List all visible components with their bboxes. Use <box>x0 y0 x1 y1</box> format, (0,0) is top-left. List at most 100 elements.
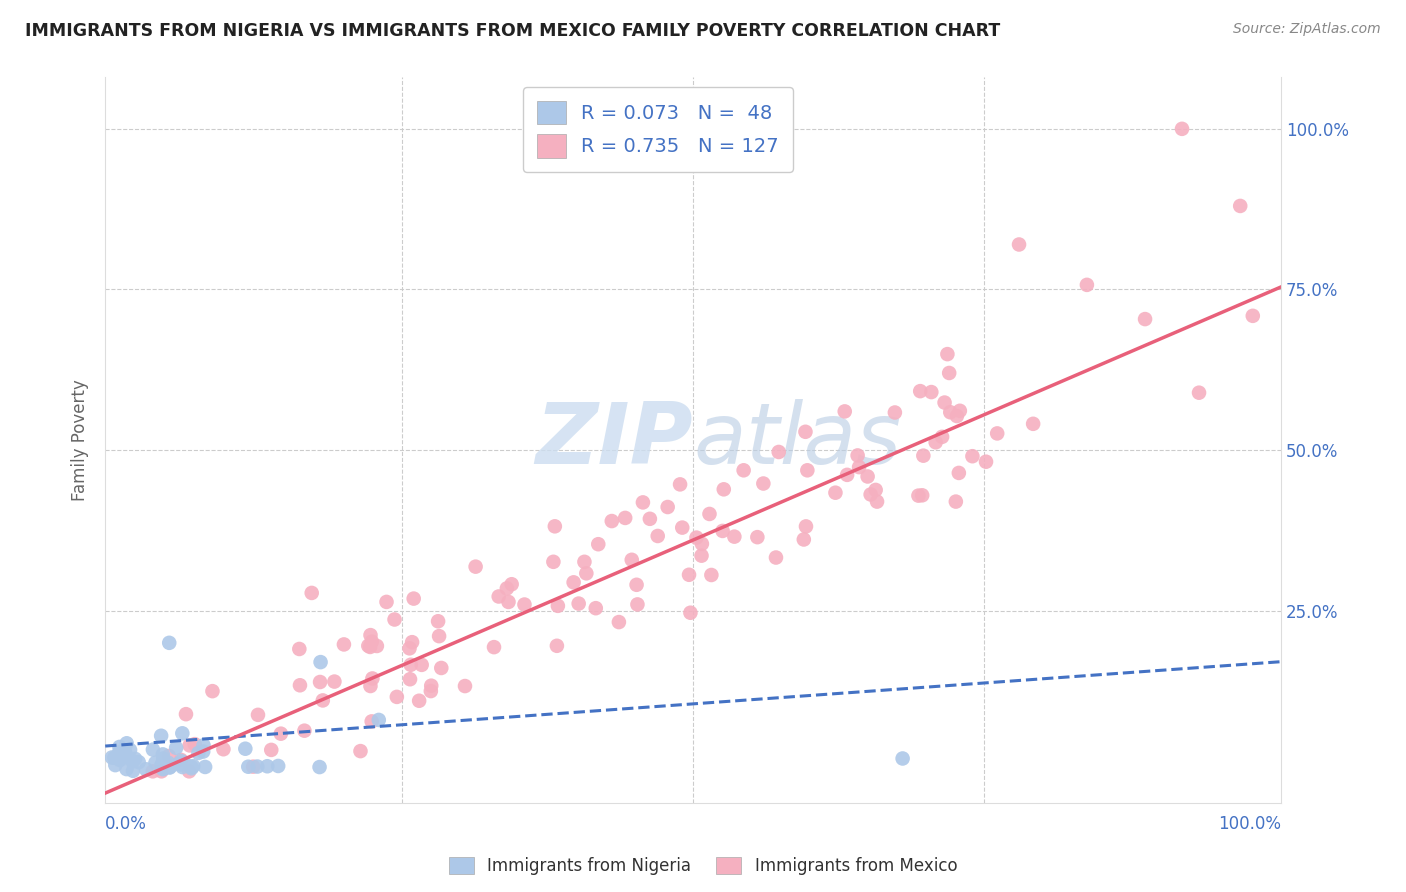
Point <box>238 760 260 774</box>
Point <box>360 714 382 729</box>
Point <box>152 747 174 762</box>
Point <box>120 743 142 757</box>
Point <box>685 531 707 545</box>
Point <box>920 385 942 400</box>
Point <box>837 467 859 482</box>
Point <box>752 476 775 491</box>
Point <box>375 595 398 609</box>
Point <box>454 679 477 693</box>
Point <box>309 675 332 690</box>
Point <box>385 690 408 704</box>
Point <box>170 754 193 768</box>
Point <box>699 507 721 521</box>
Point <box>399 672 422 686</box>
Point <box>700 568 723 582</box>
Point <box>193 745 215 759</box>
Point <box>562 575 585 590</box>
Point <box>361 672 384 686</box>
Point <box>420 679 443 693</box>
Point <box>544 519 567 533</box>
Point <box>179 739 201 753</box>
Point <box>834 404 856 418</box>
Point <box>167 756 190 771</box>
Point <box>945 494 967 508</box>
Point <box>150 757 173 772</box>
Point <box>796 463 818 477</box>
Point <box>866 494 889 508</box>
Point <box>159 760 181 774</box>
Point <box>626 578 648 592</box>
Point <box>187 746 209 760</box>
Point <box>657 500 679 514</box>
Text: ZIP: ZIP <box>536 399 693 482</box>
Point <box>765 550 787 565</box>
Point <box>101 750 124 764</box>
Point <box>172 760 194 774</box>
Text: 0.0%: 0.0% <box>105 815 148 833</box>
Point <box>121 755 143 769</box>
Point <box>360 634 382 648</box>
Point <box>172 726 194 740</box>
Point <box>713 483 735 497</box>
Point <box>600 514 623 528</box>
Point <box>614 511 637 525</box>
Point <box>159 761 181 775</box>
Point <box>309 655 332 669</box>
Point <box>936 347 959 361</box>
Point <box>939 405 962 419</box>
Point <box>848 460 870 475</box>
Point <box>402 591 425 606</box>
Point <box>267 759 290 773</box>
Point <box>157 749 180 764</box>
Point <box>301 586 323 600</box>
Point <box>357 639 380 653</box>
Point <box>1241 309 1264 323</box>
Point <box>312 693 335 707</box>
Point <box>427 629 450 643</box>
Point <box>150 729 173 743</box>
Point <box>575 566 598 581</box>
Point <box>938 366 960 380</box>
Y-axis label: Family Poverty: Family Poverty <box>72 380 89 501</box>
Point <box>173 756 195 771</box>
Point <box>367 713 389 727</box>
Point <box>111 750 134 764</box>
Point <box>669 477 692 491</box>
Point <box>359 640 381 654</box>
Point <box>152 751 174 765</box>
Point <box>165 740 187 755</box>
Point <box>180 760 202 774</box>
Point <box>333 637 356 651</box>
Point <box>124 752 146 766</box>
Point <box>794 519 817 533</box>
Point <box>543 555 565 569</box>
Point <box>883 405 905 419</box>
Point <box>678 567 700 582</box>
Point <box>723 530 745 544</box>
Point <box>180 761 202 775</box>
Point <box>155 759 177 773</box>
Point <box>1133 312 1156 326</box>
Point <box>135 762 157 776</box>
Point <box>115 762 138 776</box>
Point <box>411 657 433 672</box>
Point <box>482 640 505 654</box>
Point <box>122 764 145 778</box>
Point <box>934 395 956 409</box>
Point <box>931 430 953 444</box>
Point <box>384 613 406 627</box>
Point <box>114 746 136 760</box>
Point <box>962 449 984 463</box>
Point <box>626 598 648 612</box>
Point <box>150 764 173 779</box>
Text: IMMIGRANTS FROM NIGERIA VS IMMIGRANTS FROM MEXICO FAMILY POVERTY CORRELATION CHA: IMMIGRANTS FROM NIGERIA VS IMMIGRANTS FR… <box>25 22 1001 40</box>
Point <box>212 742 235 756</box>
Point <box>152 762 174 776</box>
Point <box>104 758 127 772</box>
Point <box>588 537 610 551</box>
Point <box>256 759 278 773</box>
Point <box>986 426 1008 441</box>
Point <box>574 555 596 569</box>
Point <box>270 727 292 741</box>
Point <box>690 537 713 551</box>
